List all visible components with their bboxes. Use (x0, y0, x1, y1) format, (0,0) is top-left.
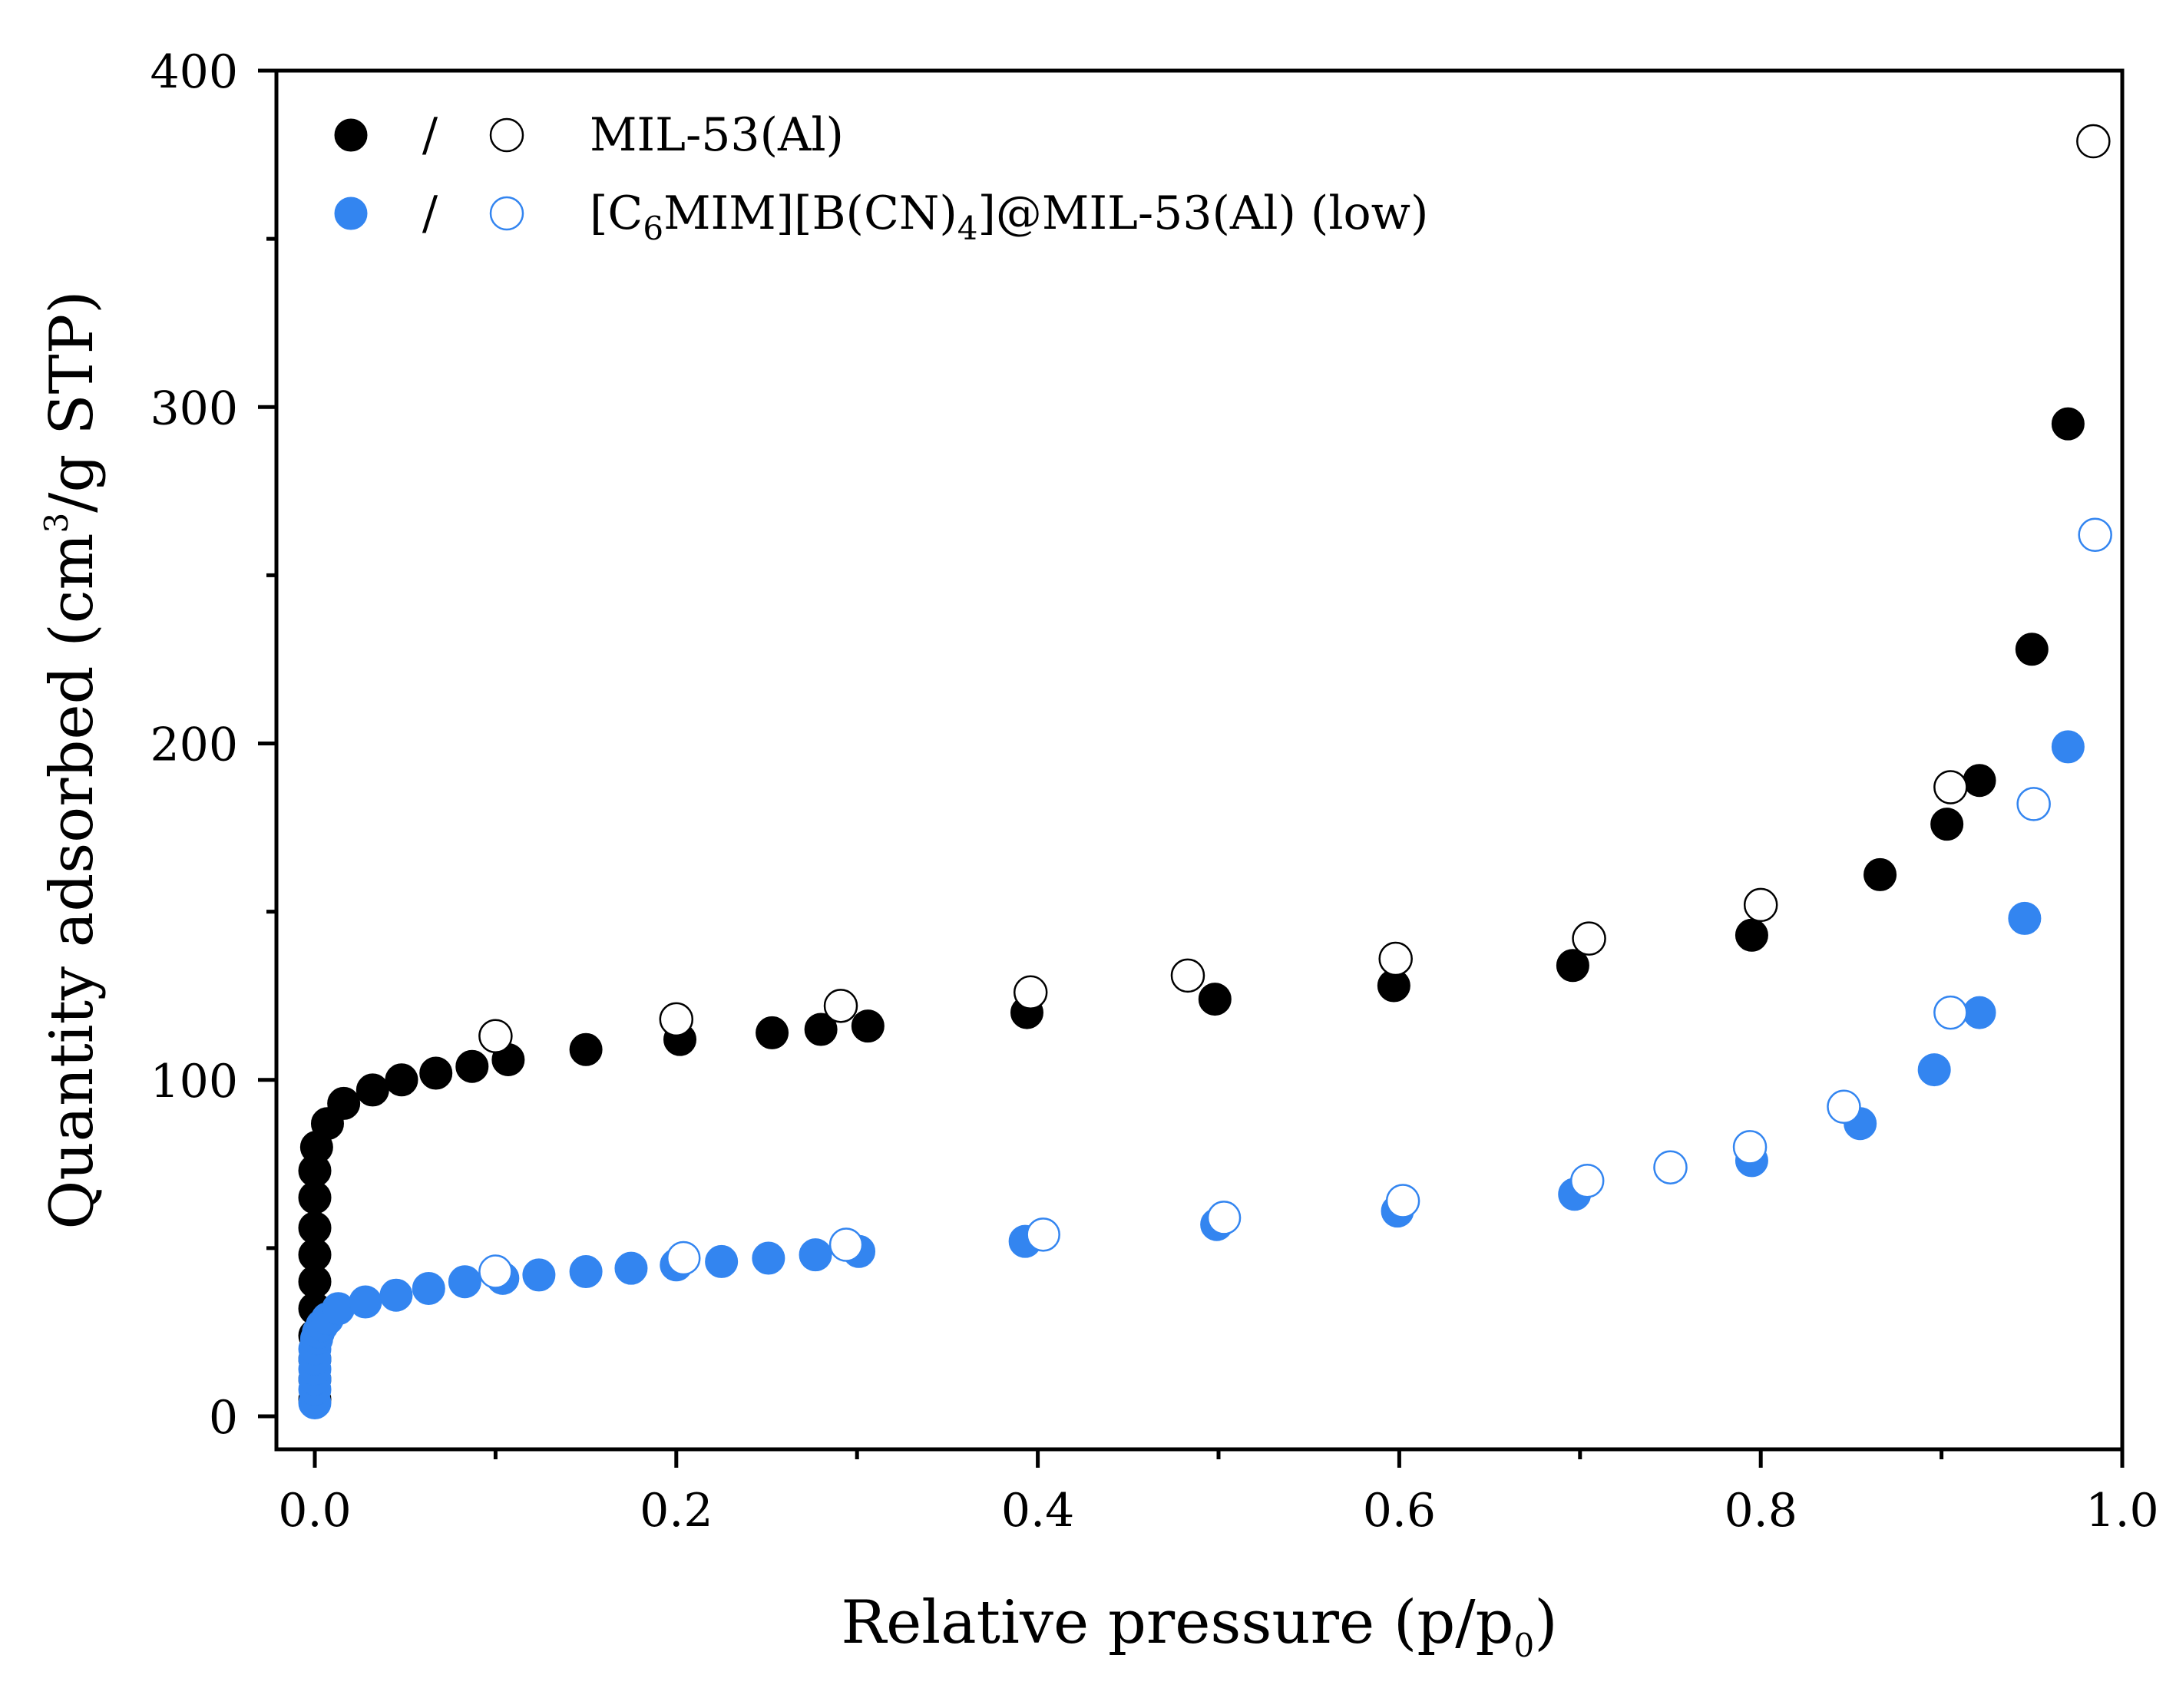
adsorption-point (1198, 983, 1232, 1016)
adsorption-point (1735, 918, 1768, 952)
axis-ticks: 0.0 0.2 0.4 0.6 0.8 1.0 0 100 200 300 400 (150, 45, 2158, 1538)
desorption-point (1933, 770, 1968, 804)
adsorption-point (448, 1265, 481, 1299)
adsorption-point (298, 1211, 332, 1245)
adsorption-point (569, 1032, 603, 1066)
y-axis-title: Quantity adsorbed (cm3/g STP) (38, 290, 107, 1229)
desorption-point (1170, 958, 1205, 993)
legend-open-marker (489, 117, 524, 153)
legend-label: MIL-53(Al) (590, 108, 844, 162)
adsorption-point (327, 1086, 361, 1120)
adsorption-point (379, 1278, 413, 1312)
desorption-point (1653, 1150, 1688, 1184)
legend-label: [C6MIM][B(CN)4]@MIL-53(Al) (low) (590, 187, 1428, 247)
series-2 (478, 124, 2111, 1054)
adsorption-point (752, 1241, 785, 1275)
data-series (298, 124, 2112, 1419)
x-tick-label: 1.0 (2085, 1484, 2158, 1538)
y-tick-label: 200 (150, 719, 238, 772)
adsorption-point (569, 1255, 603, 1289)
desorption-point (1569, 1163, 1605, 1198)
y-tick-label: 300 (150, 382, 238, 435)
adsorption-point (2051, 407, 2085, 441)
adsorption-point (705, 1244, 739, 1278)
y-tick-label: 100 (150, 1055, 238, 1108)
adsorption-point (614, 1251, 648, 1285)
legend-entry: / MIL-53(Al) (334, 108, 844, 162)
legend-open-marker (489, 196, 524, 231)
adsorption-point (1930, 808, 1964, 841)
adsorption-point (455, 1049, 489, 1083)
series-4 (478, 517, 2112, 1289)
adsorption-point (349, 1285, 382, 1319)
legend-filled-marker (334, 118, 368, 152)
legend-entry: / [C6MIM][B(CN)4]@MIL-53(Al) (low) (334, 187, 1428, 247)
adsorption-point (756, 1016, 789, 1049)
legend: / MIL-53(Al) / [C6MIM][B(CN)4]@MIL-53(Al) (… (334, 108, 1428, 247)
adsorption-point (2015, 633, 2049, 666)
x-tick-label: 0.0 (278, 1484, 351, 1538)
series-3 (298, 730, 2085, 1419)
desorption-point (1827, 1089, 1861, 1125)
x-tick-label: 0.8 (1724, 1484, 1797, 1538)
desorption-point (2078, 517, 2112, 553)
adsorption-point (522, 1258, 556, 1292)
desorption-point (1732, 1130, 1768, 1165)
desorption-point (478, 1254, 513, 1289)
desorption-point (1378, 941, 1413, 976)
adsorption-point (2008, 901, 2042, 935)
adsorption-point (419, 1056, 453, 1090)
x-axis-title: Relative pressure (p/p0) (841, 1588, 1557, 1664)
series-1 (298, 407, 2085, 1416)
adsorption-point (799, 1238, 832, 1272)
x-tick-label: 0.2 (640, 1484, 713, 1538)
x-tick-label: 0.6 (1363, 1484, 1436, 1538)
desorption-point (478, 1019, 513, 1054)
desorption-point (1743, 887, 1778, 923)
plot-frame (274, 68, 2125, 1452)
desorption-point (1572, 921, 1606, 956)
adsorption-point (851, 1009, 885, 1043)
adsorption-point (1963, 764, 1996, 798)
adsorption-point (804, 1013, 838, 1046)
adsorption-point (385, 1063, 418, 1097)
x-tick-label: 0.4 (1001, 1484, 1074, 1538)
adsorption-point (1863, 857, 1897, 891)
desorption-point (1385, 1184, 1420, 1218)
desorption-point (659, 1002, 694, 1037)
adsorption-point (356, 1073, 389, 1107)
desorption-point (1933, 995, 1968, 1030)
adsorption-point (2051, 730, 2085, 764)
desorption-point (828, 1227, 864, 1262)
desorption-point (823, 989, 858, 1023)
y-tick-label: 400 (150, 45, 238, 99)
legend-separator: / (422, 108, 438, 162)
legend-separator: / (422, 187, 438, 240)
desorption-point (666, 1241, 701, 1276)
desorption-point (1013, 975, 1048, 1010)
adsorption-point (1556, 949, 1589, 983)
desorption-point (1206, 1201, 1242, 1235)
desorption-point (1026, 1217, 1060, 1252)
adsorption-point (1963, 996, 1996, 1029)
adsorption-point (412, 1271, 445, 1305)
desorption-point (2076, 124, 2111, 159)
desorption-point (2016, 787, 2051, 821)
legend-filled-marker (334, 197, 368, 230)
adsorption-point (1917, 1053, 1951, 1087)
y-tick-label: 0 (209, 1391, 238, 1445)
